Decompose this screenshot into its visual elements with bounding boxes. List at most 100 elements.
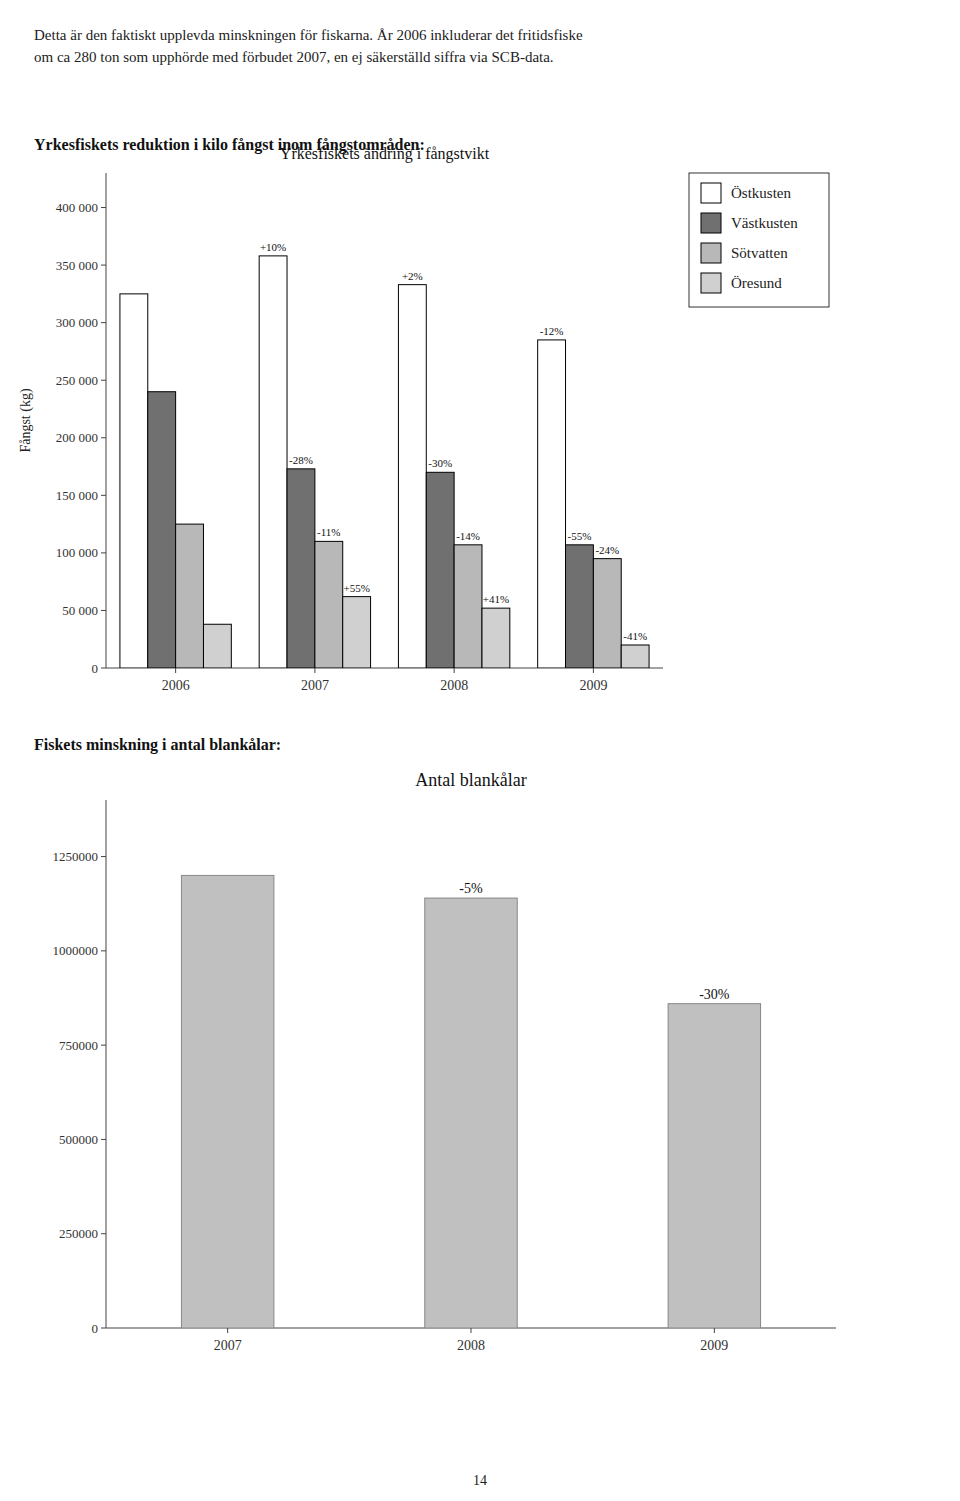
x-tick — [227, 1328, 228, 1333]
x-tick — [314, 668, 315, 673]
x-tick-label: 2009 — [579, 678, 607, 693]
bar — [425, 898, 517, 1328]
y-tick-label: 0 — [92, 1321, 99, 1336]
y-tick — [101, 1328, 106, 1329]
legend-swatch — [701, 243, 721, 263]
y-tick — [101, 437, 106, 438]
x-tick — [714, 1328, 715, 1333]
x-tick — [175, 668, 176, 673]
bar — [259, 256, 287, 668]
x-tick-label: 2009 — [700, 1338, 728, 1353]
bar — [315, 541, 343, 668]
bar — [181, 875, 273, 1328]
change-label: +2% — [402, 270, 423, 282]
x-tick-label: 2007 — [214, 1338, 242, 1353]
y-tick-label: 150 000 — [56, 488, 98, 503]
y-tick — [101, 668, 106, 669]
chart: Fiskets minskning i antal blankålar: Anta… — [34, 736, 836, 1353]
legend-label: Västkusten — [731, 215, 798, 231]
chart-title: Fiskets minskning i antal blankålar: — [34, 736, 281, 754]
bar — [566, 545, 594, 668]
bar — [668, 1004, 760, 1328]
y-tick — [101, 1139, 106, 1140]
y-tick — [101, 610, 106, 611]
change-label: -30% — [699, 987, 730, 1002]
y-tick — [101, 380, 106, 381]
background — [0, 0, 960, 1501]
y-tick — [101, 265, 106, 266]
chart: Yrkesfiskets reduktion i kilo fångst ino… — [18, 136, 829, 693]
y-tick-label: 100 000 — [56, 545, 98, 560]
y-tick-label: 0 — [92, 661, 99, 676]
change-label: -41% — [623, 630, 647, 642]
legend: Östkusten Västkusten Sötvatten Öresund — [689, 173, 829, 307]
change-label: +55% — [343, 582, 369, 594]
bar — [120, 294, 148, 668]
y-tick-label: 750000 — [59, 1038, 98, 1053]
x-tick — [471, 1328, 472, 1333]
x-tick-label: 2007 — [301, 678, 329, 693]
y-tick — [101, 495, 106, 496]
change-label: -11% — [317, 526, 340, 538]
change-label: +41% — [483, 593, 509, 605]
data-labels: +10% +2% -12% -28% -30% -55% -11% -14% -24% +55% +… — [260, 241, 647, 642]
legend-label: Öresund — [731, 275, 782, 291]
y-axis-line — [106, 173, 107, 668]
y-tick-label: 400 000 — [56, 200, 98, 215]
y-tick-label: 50 000 — [62, 603, 98, 618]
change-label: -12% — [540, 325, 564, 337]
change-label: -28% — [289, 454, 313, 466]
x-tick — [454, 668, 455, 673]
y-tick-label: 200 000 — [56, 430, 98, 445]
bar — [482, 608, 510, 668]
plot-area — [120, 256, 649, 668]
header-text: Detta är den faktiskt upplevda minskning… — [34, 27, 583, 43]
bar — [398, 285, 426, 668]
legend-label: Sötvatten — [731, 245, 788, 261]
legend-swatch — [701, 213, 721, 233]
y-tick-label: 300 000 — [56, 315, 98, 330]
y-tick — [101, 950, 106, 951]
y-tick-label: 250 000 — [56, 373, 98, 388]
x-tick-label: 2008 — [440, 678, 468, 693]
chart-subtitle: Antal blankålar — [415, 770, 526, 790]
bar — [203, 624, 231, 668]
y-tick — [101, 856, 106, 857]
y-tick-label: 1000000 — [53, 943, 99, 958]
bar — [148, 392, 176, 668]
page-number: 14 — [473, 1473, 487, 1488]
change-label: -24% — [595, 544, 619, 556]
plot-area — [181, 875, 760, 1328]
page: Detta är den faktiskt upplevda minskning… — [0, 0, 960, 1501]
y-tick-label: 350 000 — [56, 258, 98, 273]
bar — [454, 545, 482, 668]
y-tick-label: 1250000 — [53, 849, 99, 864]
bar — [538, 340, 566, 668]
bar — [343, 597, 371, 668]
y-tick-label: 250000 — [59, 1226, 98, 1241]
bar — [621, 645, 649, 668]
y-tick — [101, 1233, 106, 1234]
bar — [287, 469, 315, 668]
bar — [426, 472, 454, 668]
y-tick — [101, 1045, 106, 1046]
x-tick-label: 2006 — [162, 678, 190, 693]
change-label: +10% — [260, 241, 286, 253]
legend-swatch — [701, 183, 721, 203]
y-tick-label: 500000 — [59, 1132, 98, 1147]
legend-frame — [689, 173, 829, 307]
legend-label: Östkusten — [731, 185, 792, 201]
y-tick — [101, 322, 106, 323]
header-text: om ca 280 ton som upphörde med förbudet … — [34, 49, 554, 65]
x-tick — [593, 668, 594, 673]
data-labels: -5%-30% — [459, 881, 729, 1002]
bar — [593, 559, 621, 668]
legend-swatch — [701, 273, 721, 293]
bar — [176, 524, 204, 668]
change-label: -14% — [456, 530, 480, 542]
change-label: -30% — [428, 457, 452, 469]
x-tick-label: 2008 — [457, 1338, 485, 1353]
y-tick — [101, 552, 106, 553]
change-label: -55% — [568, 530, 592, 542]
y-tick — [101, 207, 106, 208]
